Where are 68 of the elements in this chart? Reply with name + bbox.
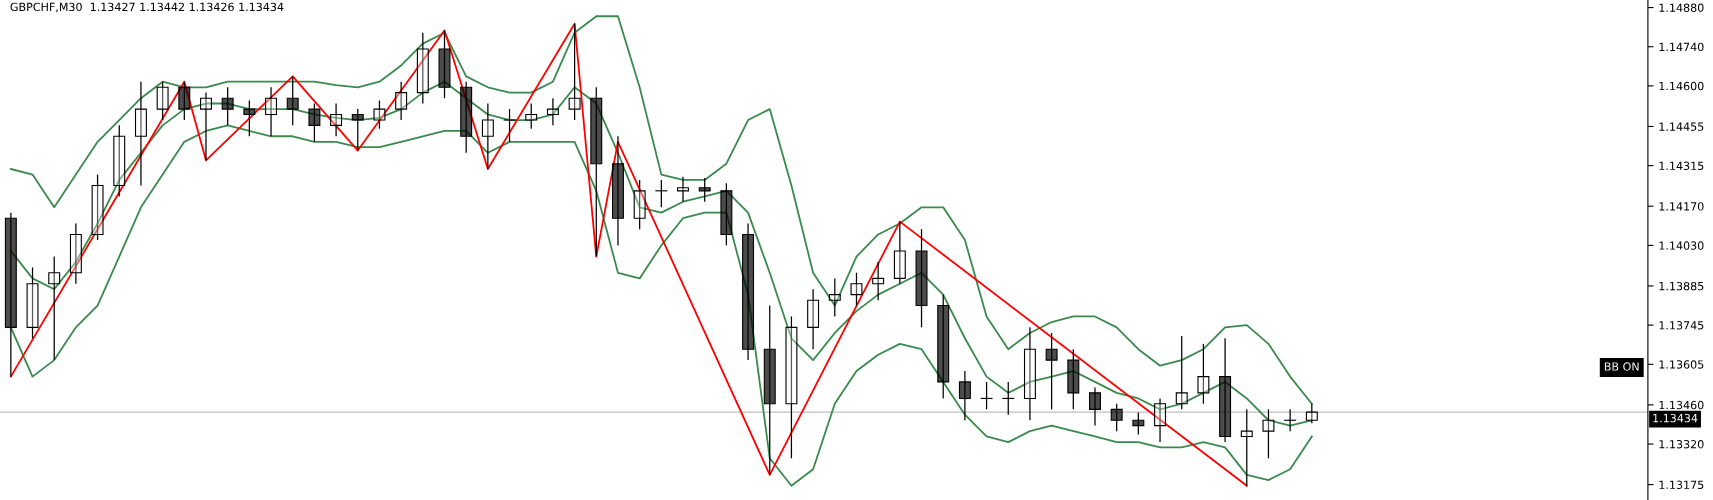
candlestick — [785, 315, 798, 459]
candlestick — [1262, 408, 1275, 459]
candlestick — [416, 32, 429, 105]
y-tick-label: 1.14880 — [1659, 3, 1704, 12]
candlestick — [1089, 386, 1101, 427]
y-tick-label: 1.14030 — [1659, 241, 1704, 250]
candlestick — [850, 272, 863, 307]
candlestick — [156, 81, 169, 121]
candlestick — [1132, 411, 1145, 436]
candlestick — [872, 261, 885, 301]
candlestick — [134, 81, 147, 187]
line-series — [9, 124, 1313, 487]
candlestick — [1110, 403, 1123, 432]
y-tick-label: 1.14600 — [1659, 81, 1704, 91]
annotation: BB ON — [1604, 362, 1639, 371]
candlestick — [633, 179, 646, 230]
candlestick — [265, 86, 278, 137]
candlestick — [677, 176, 689, 203]
y-tick-label: 1.14455 — [1659, 122, 1704, 131]
candlestick — [1284, 408, 1297, 432]
line-series — [9, 22, 1248, 487]
candlestick — [243, 99, 256, 137]
candlestick — [503, 108, 516, 143]
chart-title: GBPCHF,M30 1.13427 1.13442 1.13426 1.13434 — [10, 2, 284, 13]
candlestick — [655, 179, 668, 208]
candlestick — [351, 108, 364, 152]
candlestick — [26, 266, 39, 339]
ref-line-label: 1.13434 — [1653, 413, 1698, 423]
candlestick — [373, 99, 386, 130]
candlestick — [546, 97, 559, 126]
candlestick — [69, 222, 82, 285]
candlestick — [178, 81, 191, 121]
candlestick — [91, 173, 104, 241]
candlestick — [698, 177, 711, 203]
candlestick — [113, 124, 126, 198]
candlestick — [1045, 332, 1058, 410]
candlestick — [1197, 343, 1210, 405]
candlestick — [893, 220, 906, 285]
candlestick — [525, 102, 538, 130]
candlestick — [1240, 408, 1253, 487]
y-tick-label: 1.13605 — [1659, 360, 1704, 369]
candlestick — [1023, 326, 1036, 421]
y-tick-label: 1.13745 — [1659, 321, 1704, 330]
candlestick — [308, 102, 321, 143]
candlestick — [481, 102, 494, 170]
candlestick — [1175, 335, 1188, 410]
line-series — [9, 15, 1313, 405]
candlestick — [828, 277, 841, 318]
y-tick-label: 1.14315 — [1659, 161, 1704, 171]
candlestick — [807, 288, 820, 350]
candlestick — [330, 102, 343, 137]
candlestick — [286, 75, 299, 126]
y-tick-label: 1.14170 — [1659, 202, 1704, 211]
y-tick-label: 1.14740 — [1659, 42, 1704, 52]
y-tick-label: 1.13175 — [1659, 480, 1704, 489]
candlestick — [980, 381, 993, 410]
y-tick-label: 1.13885 — [1659, 281, 1704, 291]
candlestick — [221, 86, 234, 126]
y-tick-label: 1.13460 — [1659, 400, 1704, 410]
candlestick — [958, 370, 971, 421]
candlestick — [395, 81, 408, 121]
candlestick — [48, 255, 61, 361]
candlestick — [1154, 397, 1167, 443]
candlestick — [1002, 381, 1015, 416]
candlestick — [1305, 403, 1318, 424]
candlestick — [200, 91, 212, 161]
candlestick — [568, 23, 581, 121]
y-tick-label: 1.13320 — [1659, 440, 1704, 449]
